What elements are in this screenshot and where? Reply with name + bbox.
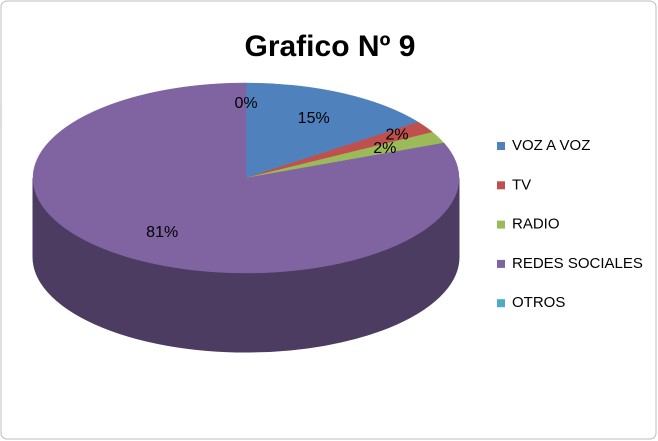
legend-label: VOZ A VOZ: [512, 137, 590, 154]
legend-swatch: [497, 142, 505, 150]
legend-label: TV: [512, 176, 531, 193]
legend-swatch: [497, 299, 505, 308]
legend-swatch: [497, 220, 505, 229]
data-label: 15%: [298, 110, 330, 127]
data-label: 0%: [234, 95, 257, 112]
chart-title: Grafico Nº 9: [244, 30, 415, 63]
slice: [245, 82, 419, 179]
legend-label: OTROS: [512, 294, 565, 311]
data-label: 81%: [146, 224, 178, 241]
legend-swatch: [497, 181, 505, 190]
data-label: 2%: [373, 140, 396, 157]
legend-label: REDES SOCIALES: [512, 255, 643, 272]
slice: [32, 82, 460, 274]
legend-label: RADIO: [512, 216, 560, 233]
data-label: 2%: [386, 126, 409, 143]
legend-swatch: [497, 259, 505, 268]
